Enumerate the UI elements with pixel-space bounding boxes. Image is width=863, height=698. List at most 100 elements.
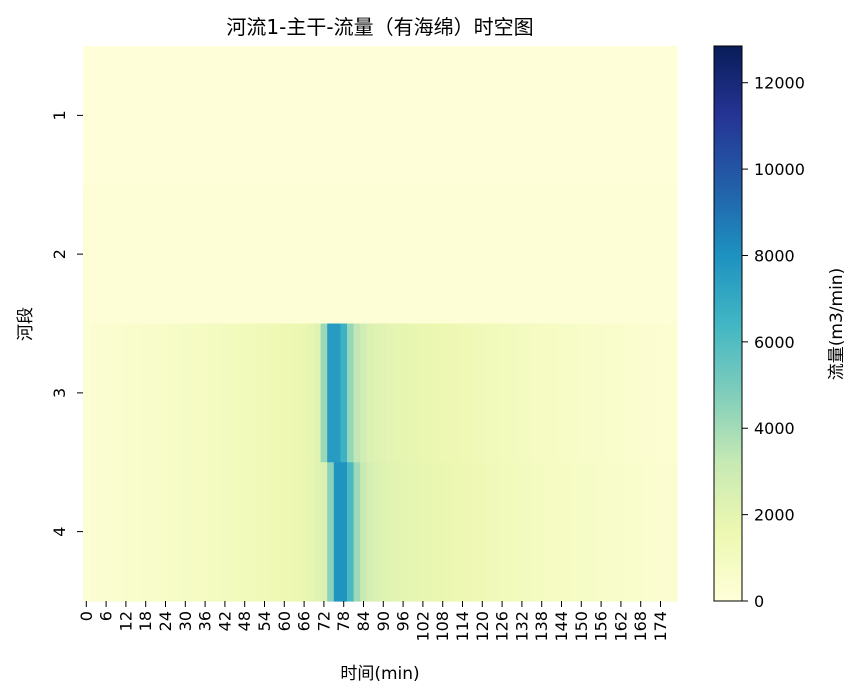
heatmap-cell — [149, 184, 157, 325]
heatmap-cell — [439, 46, 447, 186]
heatmap-cell — [571, 462, 579, 602]
heatmap-cell — [281, 462, 289, 602]
x-tick-label: 60 — [275, 611, 294, 631]
heatmap-cell — [413, 46, 421, 186]
heatmap-cell — [366, 323, 374, 463]
heatmap-cell — [314, 323, 322, 463]
heatmap-cell — [386, 46, 394, 186]
heatmap-cell — [155, 46, 163, 186]
heatmap-cell — [630, 462, 638, 602]
y-tick-label: 1 — [50, 110, 69, 120]
heatmap-cell — [96, 184, 104, 325]
heatmap-cell — [294, 184, 302, 325]
heatmap-cell — [399, 46, 407, 186]
heatmap-cell — [373, 323, 381, 463]
heatmap-cell — [340, 323, 348, 463]
chart-title: 河流1-主干-流量（有海绵）时空图 — [226, 15, 533, 39]
heatmap-cell — [248, 462, 256, 602]
heatmap-cell — [485, 46, 493, 186]
heatmap-cell — [162, 462, 170, 602]
heatmap-cell — [96, 323, 104, 463]
y-axis: 1 2 3 4 — [50, 110, 83, 537]
heatmap-cell — [597, 462, 605, 602]
x-tick-label: 174 — [651, 611, 670, 642]
heatmap-cell — [208, 184, 216, 325]
heatmap-cell — [459, 46, 467, 186]
heatmap-cell — [439, 462, 447, 602]
heatmap-cell — [274, 462, 282, 602]
heatmap-cell — [195, 184, 203, 325]
heatmap-cell — [102, 323, 110, 463]
heatmap-cell — [432, 462, 440, 602]
heatmap-cell — [248, 323, 256, 463]
heatmap-cell — [432, 323, 440, 463]
heatmap-cell — [122, 323, 130, 463]
heatmap-cell — [208, 323, 216, 463]
x-tick-label: 168 — [631, 611, 650, 642]
heatmap-cell — [386, 323, 394, 463]
heatmap-cell — [663, 184, 671, 325]
heatmap-cell — [340, 46, 348, 186]
heatmap-cell — [452, 184, 460, 325]
heatmap-cell — [446, 184, 454, 325]
heatmap-cell — [439, 323, 447, 463]
heatmap-cell — [274, 184, 282, 325]
heatmap-cell — [386, 184, 394, 325]
heatmap-cell — [459, 323, 467, 463]
heatmap-cell — [492, 323, 500, 463]
heatmap-cell — [307, 323, 315, 463]
heatmap-cell — [393, 462, 401, 602]
heatmap-cell — [518, 462, 526, 602]
heatmap-cell — [228, 323, 236, 463]
heatmap-cell — [373, 46, 381, 186]
heatmap-cell — [287, 46, 295, 186]
heatmap-cell — [142, 323, 150, 463]
heatmap-cell — [353, 323, 361, 463]
heatmap-cell — [670, 184, 678, 325]
x-tick-label: 48 — [235, 611, 254, 631]
heatmap-cell — [248, 46, 256, 186]
heatmap-cell — [630, 184, 638, 325]
heatmap-cell — [261, 184, 269, 325]
heatmap-cell — [419, 462, 427, 602]
heatmap-cell — [96, 462, 104, 602]
x-tick-label: 42 — [215, 611, 234, 631]
heatmap-cell — [327, 184, 335, 325]
heatmap-cell — [234, 184, 242, 325]
heatmap-cell — [670, 46, 678, 186]
heatmap-cell — [241, 46, 249, 186]
colorbar-tick-label: 10000 — [754, 160, 805, 179]
heatmap-cell — [366, 46, 374, 186]
heatmap-cell — [366, 184, 374, 325]
heatmap-cell — [380, 46, 388, 186]
heatmap-cell — [129, 46, 137, 186]
heatmap-cell — [142, 46, 150, 186]
heatmap-cell — [83, 323, 91, 463]
heatmap-cell — [366, 462, 374, 602]
heatmap-cell — [228, 184, 236, 325]
heatmap-cell — [215, 323, 223, 463]
heatmap-cell — [109, 46, 117, 186]
heatmap-cell — [558, 323, 566, 463]
heatmap-cell — [102, 462, 110, 602]
heatmap-cell — [498, 184, 506, 325]
heatmap-cell — [168, 462, 176, 602]
heatmap-cell — [109, 184, 117, 325]
heatmap-cell — [135, 46, 143, 186]
heatmap-cell — [446, 323, 454, 463]
heatmap-cell — [83, 462, 91, 602]
heatmap-cell — [281, 323, 289, 463]
heatmap-cell — [571, 46, 579, 186]
heatmap-cell — [531, 323, 539, 463]
heatmap-cell — [182, 462, 190, 602]
heatmap-cell — [380, 184, 388, 325]
heatmap-cell — [254, 184, 262, 325]
heatmap-cell — [116, 462, 124, 602]
heatmap-cell — [281, 46, 289, 186]
heatmap-cell — [525, 462, 533, 602]
y-tick-label: 2 — [50, 249, 69, 259]
heatmap-cell — [208, 46, 216, 186]
heatmap-cell — [432, 184, 440, 325]
x-tick-label: 120 — [473, 611, 492, 642]
